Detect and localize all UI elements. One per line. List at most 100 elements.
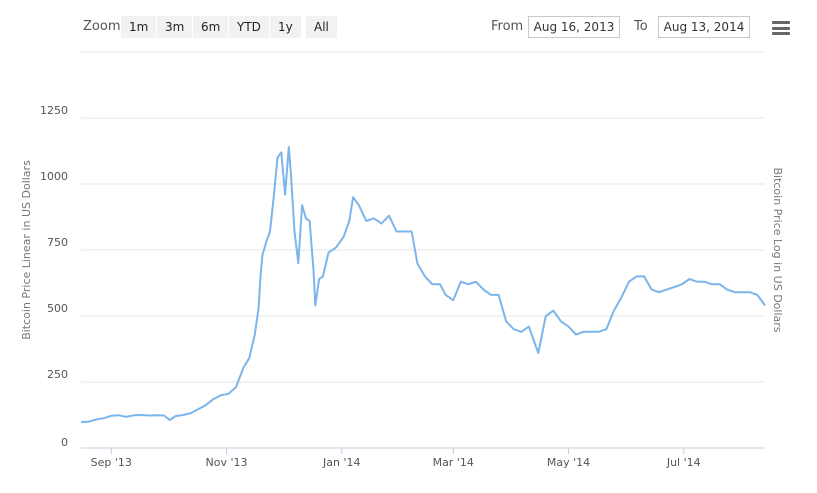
- data-point[interactable]: [551, 309, 555, 313]
- data-point[interactable]: [519, 330, 523, 334]
- zoom-all-button[interactable]: All: [306, 16, 337, 38]
- data-point[interactable]: [504, 319, 508, 323]
- zoom-ytd-button[interactable]: YTD: [229, 16, 269, 38]
- data-point[interactable]: [317, 277, 321, 281]
- zoom-1m-button[interactable]: 1m: [121, 16, 157, 38]
- data-point[interactable]: [334, 245, 338, 249]
- data-point[interactable]: [211, 397, 215, 401]
- data-point[interactable]: [219, 393, 223, 397]
- data-point[interactable]: [482, 288, 486, 292]
- data-point[interactable]: [94, 418, 98, 422]
- data-point[interactable]: [342, 235, 346, 239]
- zoom-6m-button[interactable]: 6m: [193, 16, 229, 38]
- data-point[interactable]: [181, 413, 185, 417]
- data-point[interactable]: [87, 420, 91, 424]
- data-point[interactable]: [124, 415, 128, 419]
- data-point[interactable]: [559, 319, 563, 323]
- data-point[interactable]: [740, 290, 744, 294]
- data-point[interactable]: [395, 230, 399, 234]
- data-point[interactable]: [174, 414, 178, 418]
- hamburger-menu-icon[interactable]: [772, 21, 790, 35]
- data-point[interactable]: [642, 274, 646, 278]
- data-point[interactable]: [117, 413, 121, 417]
- data-point[interactable]: [264, 240, 268, 244]
- data-point[interactable]: [710, 282, 714, 286]
- data-point[interactable]: [79, 420, 83, 424]
- data-point[interactable]: [311, 267, 315, 271]
- data-point[interactable]: [619, 296, 623, 300]
- data-point[interactable]: [430, 282, 434, 286]
- data-point[interactable]: [242, 366, 246, 370]
- data-point[interactable]: [272, 195, 276, 199]
- data-point[interactable]: [527, 325, 531, 329]
- data-point[interactable]: [234, 385, 238, 389]
- data-point[interactable]: [718, 282, 722, 286]
- data-point[interactable]: [650, 288, 654, 292]
- from-date-input[interactable]: Aug 16, 2013: [528, 16, 620, 38]
- data-point[interactable]: [489, 293, 493, 297]
- data-point[interactable]: [162, 414, 166, 418]
- data-point[interactable]: [147, 414, 151, 418]
- data-point[interactable]: [289, 169, 293, 173]
- data-point[interactable]: [657, 290, 661, 294]
- data-point[interactable]: [423, 274, 427, 278]
- data-point[interactable]: [748, 290, 752, 294]
- data-point[interactable]: [347, 219, 351, 223]
- data-point[interactable]: [497, 293, 501, 297]
- data-point[interactable]: [327, 251, 331, 255]
- data-point[interactable]: [102, 416, 106, 420]
- zoom-3m-button[interactable]: 3m: [157, 16, 193, 38]
- data-point[interactable]: [672, 285, 676, 289]
- data-point[interactable]: [260, 253, 264, 257]
- data-point[interactable]: [466, 282, 470, 286]
- data-point[interactable]: [296, 261, 300, 265]
- data-point[interactable]: [444, 293, 448, 297]
- data-point[interactable]: [512, 327, 516, 331]
- data-point[interactable]: [387, 214, 391, 218]
- data-point[interactable]: [259, 274, 263, 278]
- data-point[interactable]: [725, 288, 729, 292]
- data-point[interactable]: [379, 222, 383, 226]
- data-point[interactable]: [155, 413, 159, 417]
- data-point[interactable]: [459, 280, 463, 284]
- data-point[interactable]: [763, 303, 767, 307]
- data-point[interactable]: [635, 274, 639, 278]
- data-point[interactable]: [253, 333, 257, 337]
- data-point[interactable]: [204, 403, 208, 407]
- data-point[interactable]: [168, 418, 172, 422]
- data-point[interactable]: [680, 282, 684, 286]
- data-point[interactable]: [415, 261, 419, 265]
- data-point[interactable]: [627, 280, 631, 284]
- data-point[interactable]: [140, 413, 144, 417]
- data-point[interactable]: [402, 230, 406, 234]
- data-point[interactable]: [321, 274, 325, 278]
- data-point[interactable]: [474, 280, 478, 284]
- data-point[interactable]: [438, 282, 442, 286]
- data-point[interactable]: [567, 325, 571, 329]
- data-point[interactable]: [597, 330, 601, 334]
- data-point[interactable]: [364, 219, 368, 223]
- data-point[interactable]: [451, 298, 455, 302]
- data-point[interactable]: [357, 203, 361, 207]
- data-point[interactable]: [574, 333, 578, 337]
- data-point[interactable]: [544, 314, 548, 318]
- data-point[interactable]: [687, 277, 691, 281]
- data-point[interactable]: [226, 392, 230, 396]
- data-point[interactable]: [733, 290, 737, 294]
- data-point[interactable]: [351, 195, 355, 199]
- data-point[interactable]: [247, 356, 251, 360]
- data-point[interactable]: [755, 293, 759, 297]
- data-point[interactable]: [300, 203, 304, 207]
- data-point[interactable]: [612, 309, 616, 313]
- data-point[interactable]: [410, 230, 414, 234]
- data-point[interactable]: [308, 219, 312, 223]
- data-point[interactable]: [536, 351, 540, 355]
- zoom-1y-button[interactable]: 1y: [270, 16, 301, 38]
- data-point[interactable]: [582, 330, 586, 334]
- data-point[interactable]: [268, 230, 272, 234]
- data-point[interactable]: [293, 230, 297, 234]
- data-point[interactable]: [279, 150, 283, 154]
- data-point[interactable]: [372, 216, 376, 220]
- data-point[interactable]: [531, 335, 535, 339]
- data-point[interactable]: [313, 303, 317, 307]
